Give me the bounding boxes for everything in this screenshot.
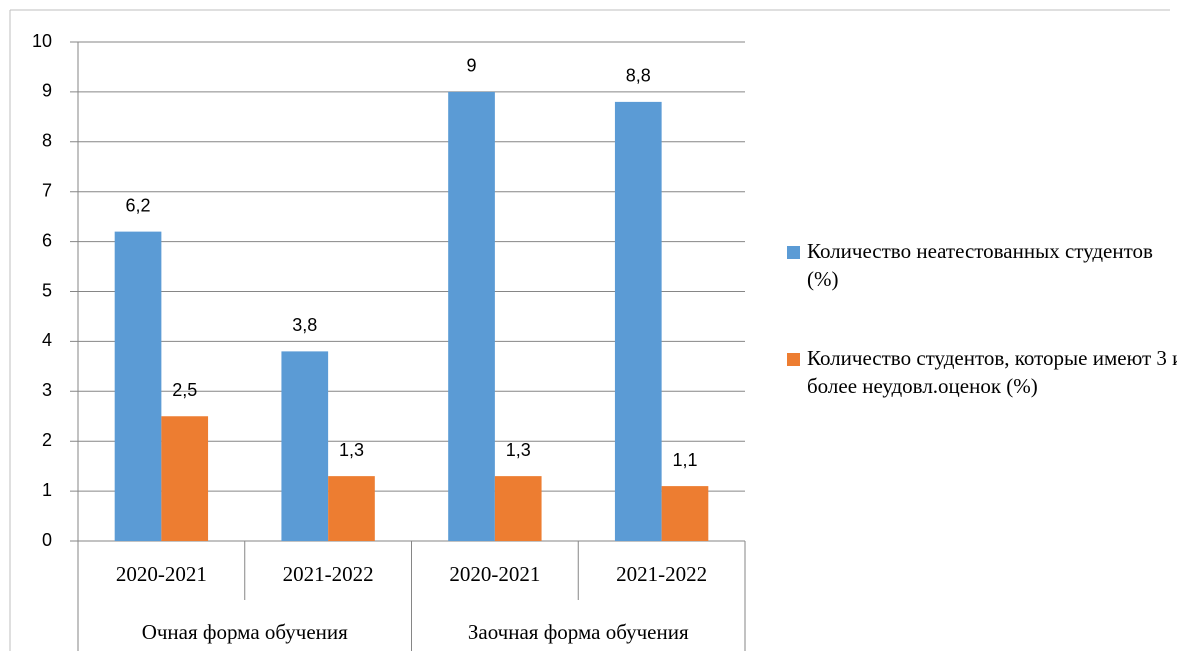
- data-label: 3,8: [292, 315, 317, 335]
- bar: [448, 91, 495, 542]
- x-tick-label: 2021-2022: [283, 562, 374, 586]
- x-tick-label: 2020-2021: [449, 562, 540, 586]
- bar: [661, 486, 709, 541]
- y-tick-label: 10: [32, 31, 52, 51]
- y-tick-label: 7: [42, 180, 52, 200]
- y-tick-label: 3: [42, 380, 52, 400]
- legend-label: Количество неатестованных студентов (%): [807, 239, 1153, 291]
- bar: [328, 476, 375, 541]
- y-tick-label: 1: [42, 480, 52, 500]
- y-tick-label: 6: [42, 230, 52, 250]
- legend-swatch: [787, 246, 800, 259]
- data-label: 6,2: [126, 195, 151, 215]
- bar: [614, 101, 662, 541]
- legend-item: Количество студентов, которые имеют 3 и …: [787, 344, 1177, 400]
- data-label: 1,3: [339, 440, 364, 460]
- legend-label: Количество студентов, которые имеют 3 и …: [807, 346, 1177, 398]
- bar: [114, 231, 162, 541]
- legend-item: Количество неатестованных студентов (%): [787, 237, 1177, 293]
- data-label: 1,1: [672, 450, 697, 470]
- data-label: 2,5: [172, 380, 197, 400]
- y-tick-label: 2: [42, 430, 52, 450]
- x-group-label: Заочная форма обучения: [468, 620, 689, 644]
- y-tick-label: 5: [42, 280, 52, 300]
- data-label: 9: [467, 56, 477, 76]
- bar: [281, 351, 329, 541]
- y-tick-label: 8: [42, 131, 52, 151]
- y-tick-label: 4: [42, 330, 52, 350]
- data-label: 1,3: [506, 440, 531, 460]
- x-group-label: Очная форма обучения: [142, 620, 348, 644]
- legend-swatch: [787, 353, 800, 366]
- y-tick-label: 0: [42, 530, 52, 550]
- y-tick-label: 9: [42, 81, 52, 101]
- x-tick-label: 2021-2022: [616, 562, 707, 586]
- x-tick-label: 2020-2021: [116, 562, 207, 586]
- data-label: 8,8: [626, 66, 651, 86]
- bar: [494, 476, 542, 541]
- bar: [161, 416, 209, 541]
